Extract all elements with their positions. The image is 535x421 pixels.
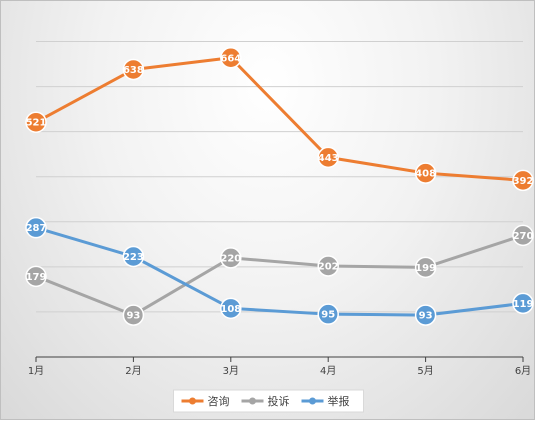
- x-tick-label: 2月: [125, 365, 141, 377]
- data-point: [512, 169, 534, 192]
- data-point: [317, 303, 339, 325]
- data-label: 220: [220, 253, 241, 264]
- data-point: [220, 247, 242, 269]
- legend-label: 咨询: [208, 394, 230, 408]
- data-label: 287: [26, 223, 47, 234]
- data-label: 392: [513, 176, 534, 187]
- series-line-0: [34, 56, 525, 182]
- data-point: [317, 146, 339, 169]
- legend-marker: [189, 397, 196, 405]
- data-label: 408: [415, 169, 436, 180]
- data-label: 93: [126, 311, 140, 322]
- data-point: [220, 297, 242, 320]
- data-label: 95: [321, 310, 335, 321]
- data-label: 443: [318, 153, 339, 164]
- data-point: [25, 265, 47, 288]
- data-label: 223: [123, 252, 144, 263]
- data-point: [317, 255, 339, 277]
- data-label: 93: [419, 311, 433, 322]
- data-point: [25, 111, 47, 133]
- data-point: [122, 304, 145, 326]
- legend-marker: [309, 397, 316, 405]
- series-line-2: [34, 226, 525, 317]
- x-tick-label: 5月: [417, 365, 433, 377]
- data-point: [414, 256, 437, 279]
- x-tick-label: 1月: [28, 365, 44, 377]
- data-point: [512, 224, 534, 247]
- legend-label: 举报: [328, 394, 350, 408]
- series-line-1: [34, 233, 525, 317]
- data-point: [414, 304, 437, 326]
- data-label: 199: [415, 263, 436, 274]
- data-point: [122, 245, 145, 268]
- data-label: 638: [123, 65, 144, 76]
- legend-marker: [249, 397, 256, 405]
- data-label: 270: [513, 231, 534, 242]
- data-point: [512, 292, 534, 315]
- data-point: [25, 216, 47, 239]
- data-point: [122, 58, 145, 81]
- data-label: 108: [220, 304, 241, 315]
- data-label: 179: [26, 272, 47, 283]
- x-tick-label: 4月: [320, 365, 336, 377]
- x-tick-label: 3月: [223, 365, 239, 377]
- data-point: [414, 162, 437, 184]
- data-label: 202: [318, 261, 339, 272]
- data-label: 119: [513, 299, 534, 310]
- legend-label: 投诉: [268, 394, 290, 408]
- x-tick-label: 6月: [515, 365, 531, 377]
- data-label: 664: [220, 53, 241, 64]
- data-label: 521: [26, 118, 47, 129]
- legend-box: [173, 389, 364, 413]
- data-point: [220, 47, 242, 69]
